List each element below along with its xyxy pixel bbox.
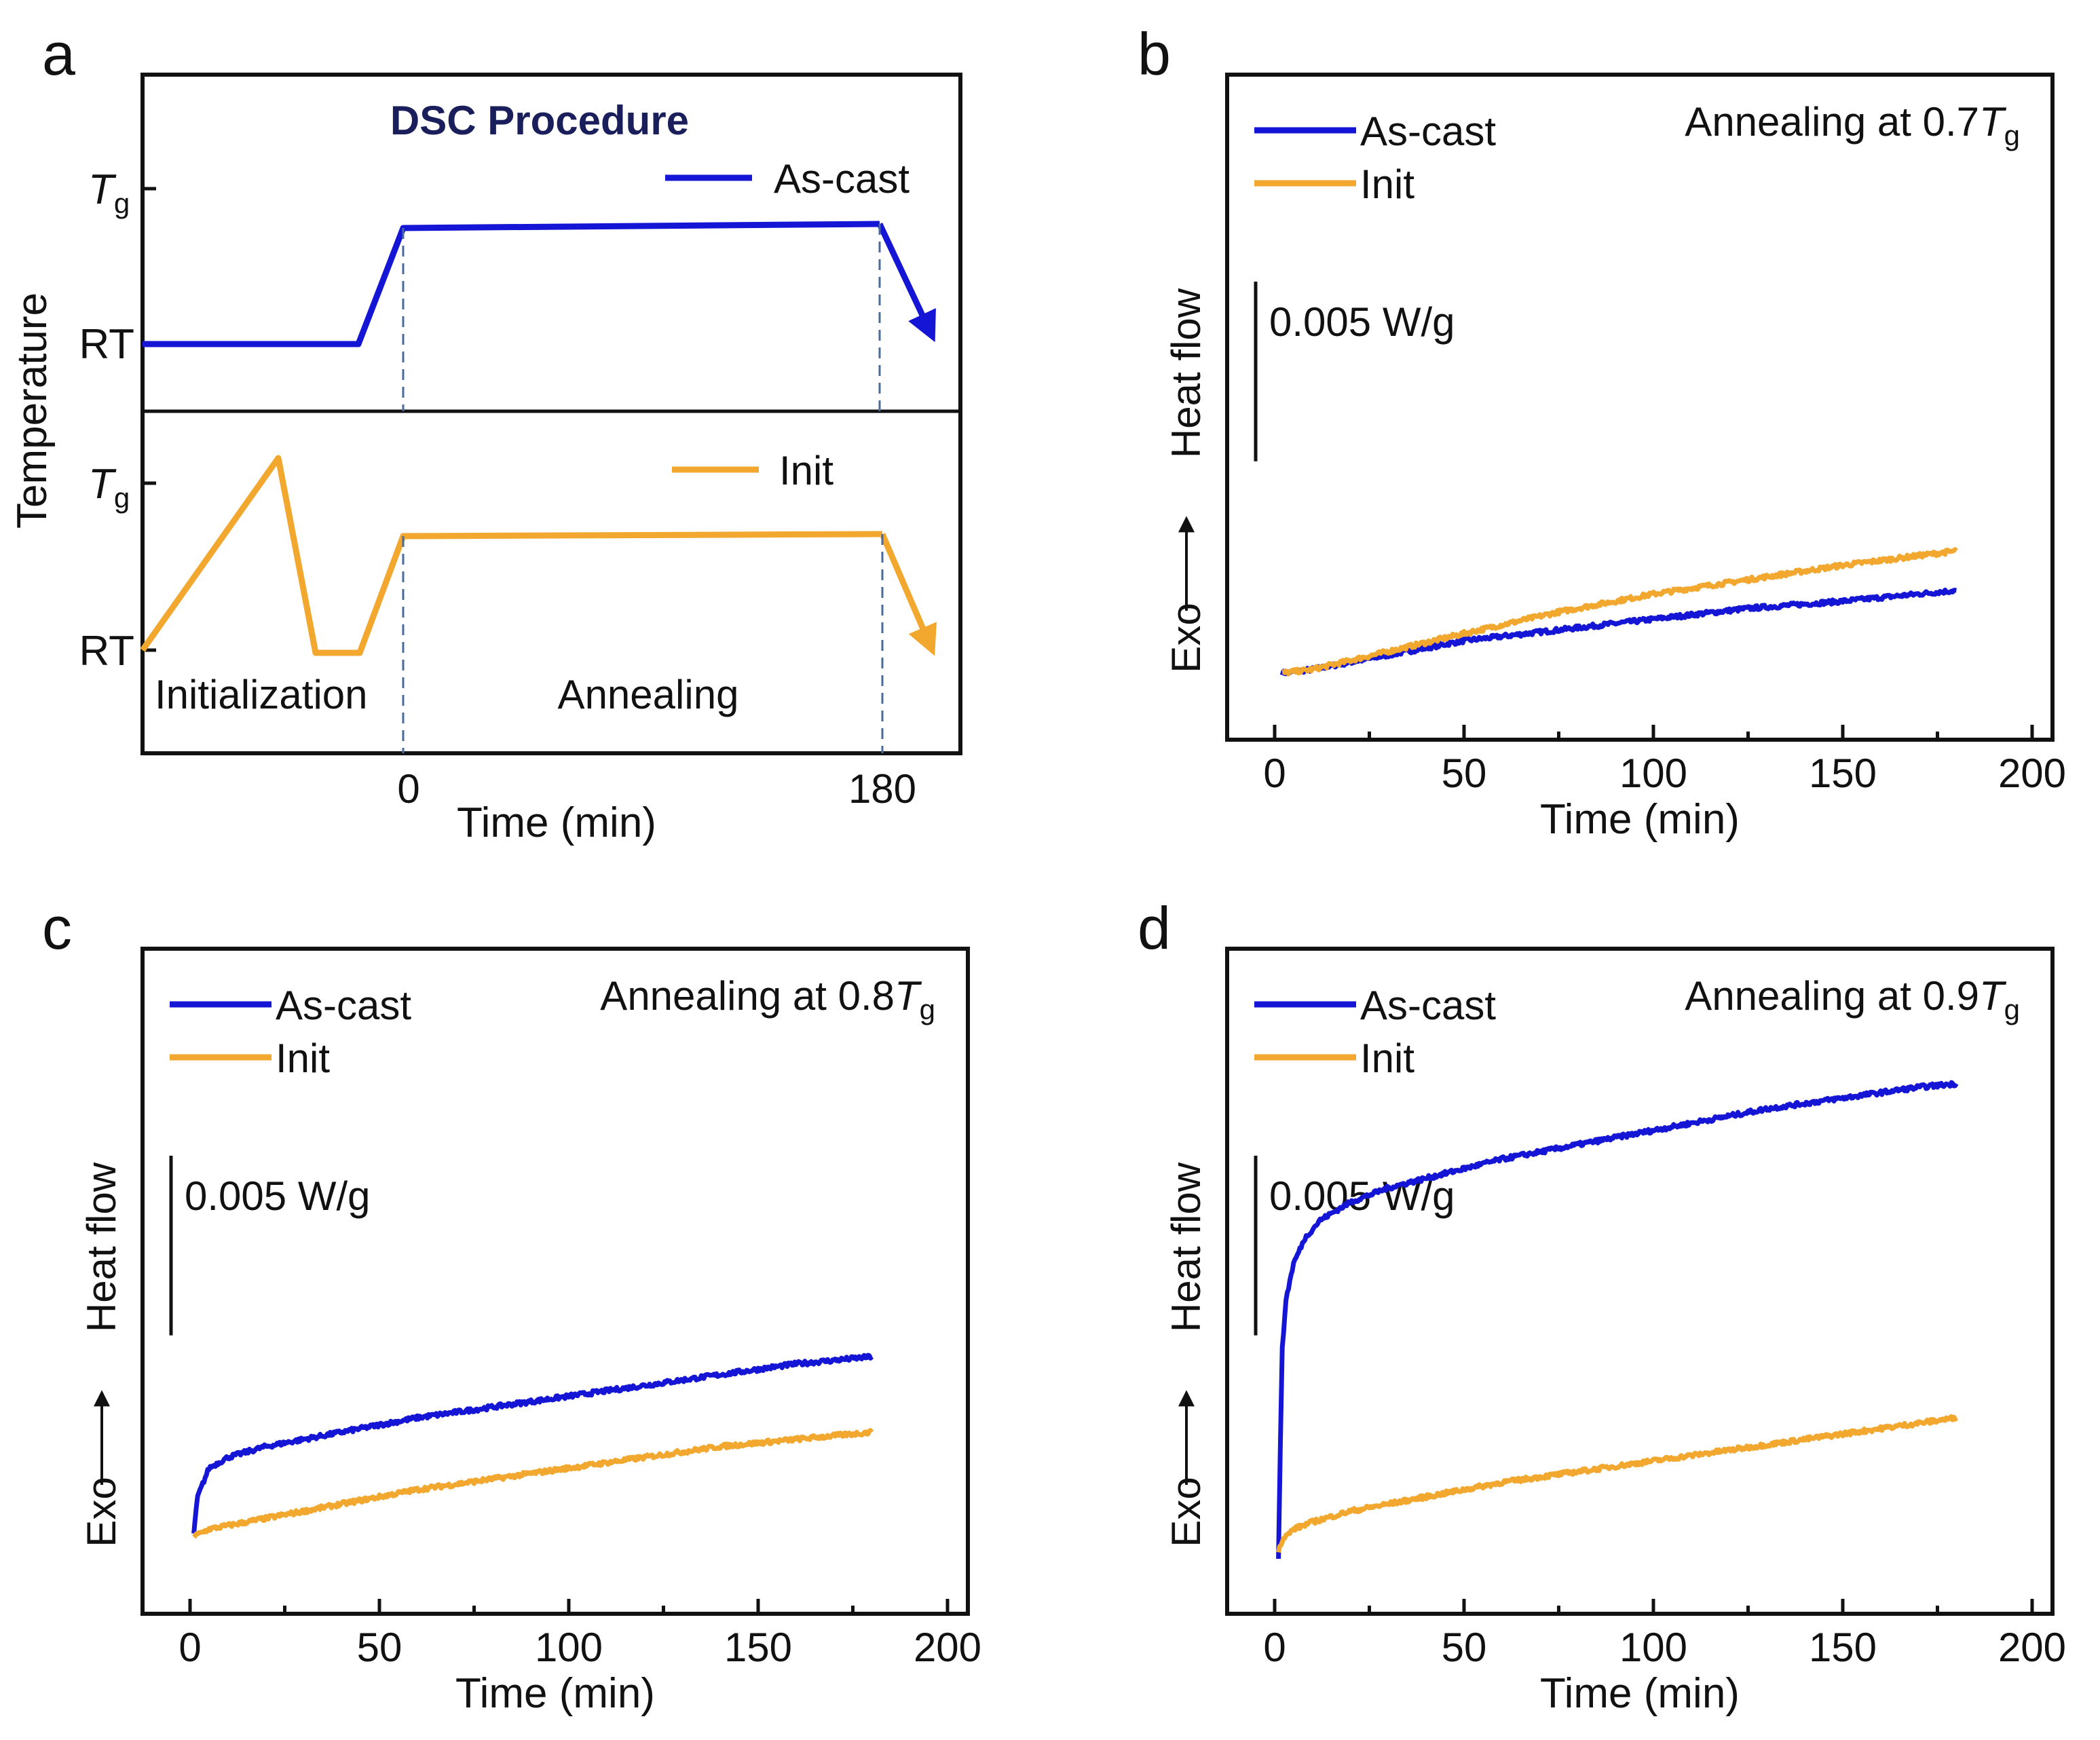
panel-c: c 0 50 100 150 200 Time (min) Heat flow Exo 0.005…: [42, 894, 981, 1717]
exo-label-b: Exo: [1163, 603, 1209, 673]
heat-flow-axis-label-c: Heat flow: [79, 1162, 124, 1332]
series-line-init-b: [1281, 547, 1958, 677]
rt-label-top: RT: [79, 321, 134, 368]
init-cooling-arrow: [879, 533, 937, 656]
plot-frame-b: [1225, 73, 2055, 742]
x-tick-label-d: 0: [1263, 1625, 1286, 1670]
legend-label-init-d: Init: [1360, 1036, 1414, 1081]
dsc-procedure-title: DSC Procedure: [390, 98, 689, 143]
heat-flow-axis-label-d: Heat flow: [1163, 1162, 1209, 1332]
init-procedure-curve: [140, 455, 883, 656]
x-axis-label-d: Time (min): [1540, 1670, 1740, 1717]
heat-flow-axis-label-b: Heat flow: [1163, 288, 1209, 458]
temperature-axis-label: Temperature: [9, 292, 56, 529]
x-tick-label-c: 50: [357, 1625, 402, 1670]
legend-label-init-c: Init: [276, 1036, 330, 1081]
panel-label-d: d: [1138, 894, 1171, 962]
x-tick-label-b: 200: [1998, 751, 2066, 796]
x-tick-label-d: 50: [1442, 1625, 1487, 1670]
x-tick-label-180: 180: [848, 766, 916, 812]
x-axis-label-c: Time (min): [455, 1670, 655, 1717]
legend-label-as-cast-a: As-cast: [774, 156, 910, 202]
tg-label-top: Tg: [88, 166, 130, 219]
annealing-annotation-c: Annealing at 0.8Tg: [600, 973, 935, 1025]
panel-label-c: c: [42, 894, 72, 962]
panel-a: a DSC Procedure Temperature Tg RT As-cas…: [9, 20, 962, 846]
x-axis-label-b: Time (min): [1540, 796, 1740, 843]
legend-label-init-b: Init: [1360, 162, 1414, 207]
series-line-as-cast-c: [191, 1353, 874, 1534]
legend-label-as-cast-b: As-cast: [1360, 109, 1496, 154]
x-tick-label-d: 100: [1619, 1625, 1687, 1670]
panel-a-frame: [140, 73, 962, 755]
chart-panels: b 0 50 100 150 200 Time (min) Heat flow Exo 0.005…: [42, 20, 2066, 1717]
annealing-annotation-d: Annealing at 0.9Tg: [1685, 973, 2020, 1025]
rt-label-bottom: RT: [79, 628, 134, 675]
series-line-init-d: [1276, 1414, 1959, 1553]
plot-frame-c: [140, 947, 970, 1616]
panel-label-a: a: [42, 20, 75, 88]
x-axis-label-a: Time (min): [457, 799, 656, 846]
x-tick-label-c: 200: [914, 1625, 981, 1670]
as-cast-cooling-arrow: [876, 223, 936, 343]
x-tick-label-d: 150: [1809, 1625, 1877, 1670]
tg-label-bottom: Tg: [88, 461, 130, 514]
x-tick-label-b: 100: [1619, 751, 1687, 796]
series-line-init-c: [192, 1428, 874, 1539]
x-tick-label-c: 0: [179, 1625, 201, 1670]
as-cast-procedure-curve: [143, 221, 880, 347]
x-tick-label-c: 100: [535, 1625, 603, 1670]
legend-label-as-cast-d: As-cast: [1360, 983, 1496, 1028]
x-tick-label-d: 200: [1998, 1625, 2066, 1670]
x-tick-label-c: 150: [724, 1625, 792, 1670]
exo-label-d: Exo: [1163, 1477, 1209, 1547]
x-tick-label-b: 0: [1263, 751, 1286, 796]
legend-label-as-cast-c: As-cast: [276, 983, 411, 1028]
scale-bar-label-c: 0.005 W/g: [185, 1173, 371, 1219]
panel-b: b 0 50 100 150 200 Time (min) Heat flow Exo 0.005…: [1138, 20, 2066, 843]
phase-label-annealing: Annealing: [558, 672, 739, 717]
legend-label-init-a: Init: [779, 448, 833, 493]
x-tick-label-b: 150: [1809, 751, 1877, 796]
phase-label-initialization: Initialization: [155, 672, 368, 717]
series-line-as-cast-b: [1279, 587, 1957, 677]
panel-label-b: b: [1138, 20, 1171, 88]
annealing-annotation-b: Annealing at 0.7Tg: [1685, 99, 2020, 151]
exo-label-c: Exo: [79, 1477, 124, 1547]
series-line-as-cast-d: [1276, 1080, 1959, 1559]
x-tick-label-b: 50: [1442, 751, 1487, 796]
scale-bar-label-b: 0.005 W/g: [1269, 299, 1455, 345]
x-tick-label-0: 0: [397, 766, 419, 812]
plot-frame-d: [1225, 947, 2055, 1616]
